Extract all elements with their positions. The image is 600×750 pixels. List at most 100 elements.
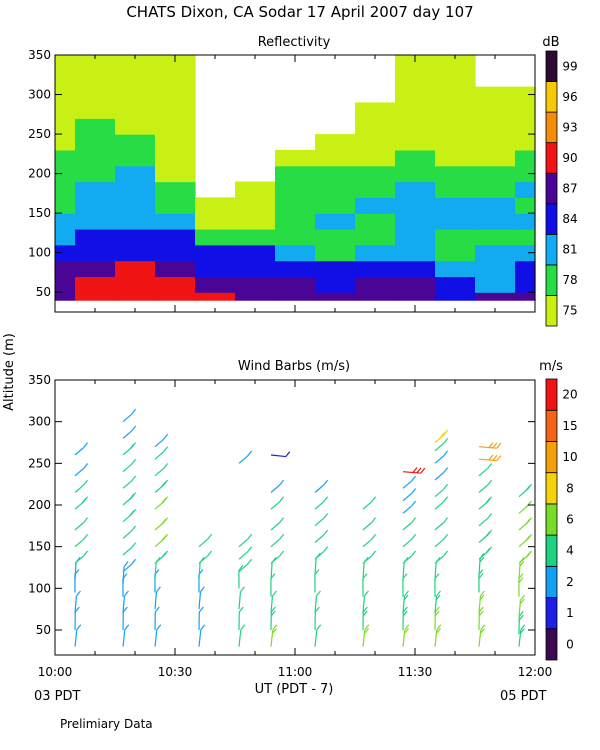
wind-barb-feather xyxy=(443,517,449,524)
wind-barb-staff xyxy=(74,562,77,581)
wind-barb-staff xyxy=(434,522,444,531)
reflectivity-colorbar-label: 75 xyxy=(562,304,577,318)
reflectivity-cells xyxy=(55,55,536,301)
reflectivity-colorbar-label: 96 xyxy=(562,90,577,104)
reflectivity-cell xyxy=(435,165,476,183)
reflectivity-cell xyxy=(55,292,76,301)
reflectivity-cell xyxy=(155,228,196,246)
reflectivity-cell xyxy=(195,276,236,293)
reflectivity-cell xyxy=(55,86,76,104)
reflectivity-colorbar-unit: dB xyxy=(542,35,559,50)
reflectivity-cell xyxy=(155,70,196,88)
reflectivity-cell xyxy=(355,244,396,262)
wind-barb-feather xyxy=(411,517,417,524)
reflectivity-cell xyxy=(75,55,116,72)
wind-barb-feather xyxy=(487,463,493,469)
reflectivity-cell xyxy=(235,292,276,301)
reflectivity-cell xyxy=(115,228,156,246)
wind-barb-staff xyxy=(402,555,412,564)
reflectivity-cell xyxy=(115,213,156,230)
reflectivity-cell xyxy=(315,134,356,151)
reflectivity-cell xyxy=(55,181,76,198)
reflectivity-cell xyxy=(235,244,276,262)
wind-barb-feather xyxy=(131,525,137,532)
reflectivity-cell xyxy=(155,260,196,278)
reflectivity-cell xyxy=(435,244,476,262)
reflectivity-cell xyxy=(515,244,536,262)
wind-colorbar-swatch xyxy=(545,378,558,411)
reflectivity-cell xyxy=(475,86,516,104)
reflectivity-colorbar-swatch xyxy=(545,172,558,205)
reflectivity-y-tick-label: 200 xyxy=(28,167,51,181)
reflectivity-cell xyxy=(435,55,476,72)
wind-barb-staff xyxy=(122,547,132,556)
reflectivity-cell xyxy=(395,149,436,167)
wind-y-tick-label: 250 xyxy=(28,456,51,470)
wind-barb-staff xyxy=(238,455,248,464)
wind-barb-feather xyxy=(123,561,129,567)
reflectivity-cell xyxy=(75,134,116,151)
wind-barb-feather xyxy=(478,606,484,613)
wind-barb-feather xyxy=(443,450,449,457)
wind-barb-feather xyxy=(434,610,440,617)
wind-barb-staff xyxy=(402,493,412,502)
reflectivity-cell xyxy=(515,165,536,183)
wind-colorbar-swatch xyxy=(545,565,558,598)
wind-barb-feather xyxy=(129,510,135,517)
wind-barb-feather xyxy=(83,533,89,540)
wind-barb-feather xyxy=(83,517,89,524)
reflectivity-cell xyxy=(355,292,396,301)
reflectivity-cell xyxy=(475,118,516,135)
reflectivity-cell xyxy=(475,165,516,183)
wind-barb-feather xyxy=(362,606,368,613)
wind-barb-feather xyxy=(416,467,422,474)
wind-barb-feather xyxy=(525,485,531,492)
reflectivity-cell xyxy=(75,276,116,293)
wind-colorbar-swatch xyxy=(545,597,558,630)
wind-barb-feather xyxy=(163,446,169,453)
wind-barb-feather xyxy=(238,564,244,571)
wind-barb-feather xyxy=(519,594,525,601)
wind-barb-feather xyxy=(200,624,206,631)
reflectivity-cell xyxy=(75,70,116,88)
wind-barb-staff xyxy=(122,430,132,439)
wind-barb-feather xyxy=(412,467,418,473)
wind-barb-feather xyxy=(161,498,167,504)
reflectivity-colorbar-swatch xyxy=(545,295,558,327)
wind-barb-feather xyxy=(323,479,329,486)
reflectivity-cell xyxy=(355,165,396,183)
reflectivity-cell xyxy=(115,149,156,167)
reflectivity-cell xyxy=(515,102,536,119)
wind-barb-staff xyxy=(362,629,366,647)
wind-colorbar-unit: m/s xyxy=(539,359,563,374)
wind-barb-feather xyxy=(129,493,135,500)
reflectivity-cell xyxy=(75,228,116,246)
start-local-time: 03 PDT xyxy=(34,689,81,704)
wind-barb-staff xyxy=(314,551,324,560)
wind-barb-feather xyxy=(131,542,137,549)
reflectivity-cell xyxy=(315,213,356,230)
reflectivity-cell xyxy=(55,118,76,135)
wind-barb-feather xyxy=(479,590,485,597)
reflectivity-cell xyxy=(435,118,476,135)
wind-barb-feather xyxy=(279,517,285,524)
reflectivity-colorbar-swatch xyxy=(545,264,558,296)
wind-barb-feather xyxy=(443,496,449,503)
wind-barb-staff xyxy=(238,629,242,647)
wind-barb-staff xyxy=(478,458,497,462)
wind-barb-staff xyxy=(198,555,208,564)
wind-barb-feather xyxy=(435,594,441,601)
reflectivity-cell xyxy=(155,102,196,119)
reflectivity-cell xyxy=(315,149,356,167)
wind-barb-feather xyxy=(81,498,87,504)
reflectivity-cell xyxy=(55,244,76,262)
wind-barb-feather xyxy=(323,546,329,553)
reflectivity-colorbar-swatch xyxy=(545,203,558,235)
reflectivity-cell xyxy=(475,228,516,246)
wind-barb-feather xyxy=(443,438,449,444)
reflectivity-cell xyxy=(315,260,356,278)
reflectivity-cell xyxy=(315,244,356,262)
wind-barb-staff xyxy=(270,501,280,510)
wind-barb-feather xyxy=(161,481,167,488)
wind-barb-feather xyxy=(443,467,449,474)
